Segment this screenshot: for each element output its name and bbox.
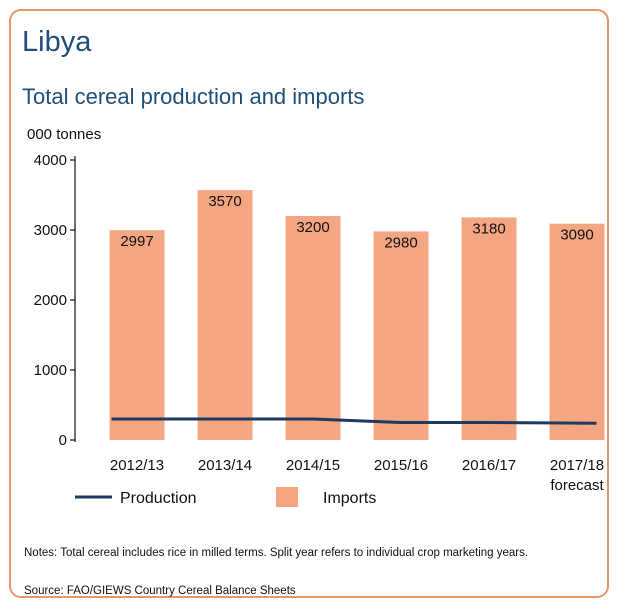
x-tick-label: 2016/17 [462, 457, 516, 474]
imports-bar [109, 230, 165, 440]
y-tick-label: 0 [59, 432, 67, 449]
imports-bar [373, 231, 429, 440]
imports-bar [285, 216, 341, 440]
chart-subtitle: Total cereal production and imports [22, 84, 365, 109]
legend-production-label: Production [120, 490, 197, 507]
x-tick-sublabel: forecast [550, 477, 604, 494]
imports-bar [549, 223, 605, 440]
bar-value-label: 2997 [120, 233, 153, 250]
x-tick-label: 2017/18 [550, 457, 604, 474]
legend-imports-swatch [276, 487, 298, 507]
imports-bar [461, 217, 517, 440]
legend-imports-label: Imports [323, 490, 376, 507]
y-axis-unit-label: 000 tonnes [27, 126, 102, 143]
y-tick-label: 2000 [34, 292, 67, 309]
y-tick-label: 3000 [34, 222, 67, 239]
x-tick-label: 2014/15 [286, 457, 340, 474]
y-tick-label: 4000 [34, 152, 67, 169]
bar-value-label: 3200 [296, 219, 329, 236]
cereal-chart: 2997 3570 3200 2980 3180 3090 0 1000 2000 3000 400… [34, 152, 605, 507]
imports-bar [197, 190, 253, 440]
x-tick-label: 2012/13 [110, 457, 164, 474]
production-line [111, 417, 597, 425]
bar-value-label: 3090 [560, 227, 593, 244]
chart-source: Source: FAO/GIEWS Country Cereal Balance… [24, 585, 296, 597]
y-tick-label: 1000 [34, 362, 67, 379]
chart-country-title: Libya [22, 26, 92, 58]
chart-notes: Notes: Total cereal includes rice in mil… [24, 547, 529, 559]
x-tick-label: 2013/14 [198, 457, 252, 474]
bar-value-label: 3180 [472, 220, 505, 237]
x-tick-label: 2015/16 [374, 457, 428, 474]
bar-value-label: 2980 [384, 234, 417, 251]
bar-value-label: 3570 [208, 193, 241, 210]
